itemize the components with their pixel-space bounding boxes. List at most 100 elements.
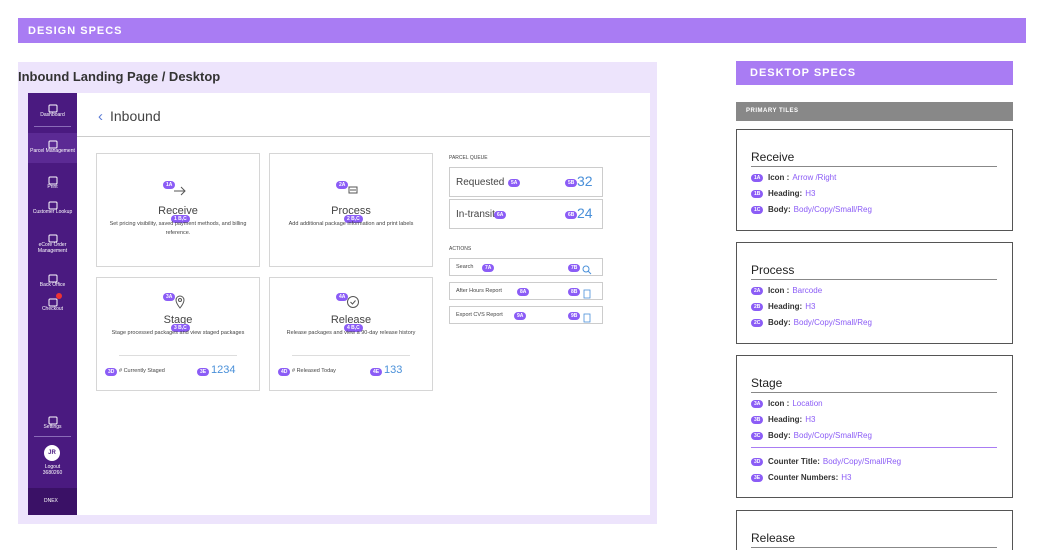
- sidebar-item[interactable]: Customer Lookup: [28, 198, 77, 222]
- badge: 3D: [105, 368, 118, 376]
- spec-label: Body: Body/Copy/Small/Reg: [768, 431, 872, 440]
- spec-card: Receive 1A Icon : Arrow /Right 1B Heading: H3 1…: [736, 129, 1013, 231]
- tile-heading: Release: [330, 314, 372, 326]
- user-avatar[interactable]: JR: [44, 445, 60, 461]
- action-item[interactable]: Export CVS Report 9A 9B: [449, 306, 603, 324]
- action-label: Export CVS Report: [456, 312, 503, 318]
- desktop-specs-bar: DESKTOP SPECS: [736, 61, 1013, 85]
- sidebar-item[interactable]: Print: [28, 173, 77, 197]
- spec-value: Arrow /Right: [792, 173, 837, 182]
- badge: 3E: [197, 368, 210, 376]
- badge: 4A: [336, 293, 349, 301]
- badge: 3 B,C: [171, 324, 190, 332]
- sidebar-item[interactable]: Back Office: [28, 271, 77, 295]
- spec-value: H3: [805, 415, 816, 424]
- sidebar-item[interactable]: Settings: [28, 413, 77, 437]
- logout-label[interactable]: Logout: [44, 464, 61, 470]
- tile[interactable]: 2A Process 2 B,C Add additional package inf…: [269, 153, 433, 267]
- sidebar-item[interactable]: Dashboard: [28, 101, 77, 125]
- queue-label: In-transit: [456, 209, 495, 220]
- badge: 1A: [163, 181, 176, 189]
- back-button[interactable]: ‹: [98, 108, 103, 125]
- badge: 2B: [751, 303, 764, 311]
- badge: 4E: [370, 368, 383, 376]
- spec-value: H3: [841, 473, 852, 482]
- sidebar-label: Dashboard: [40, 112, 65, 118]
- badge: 1 B,C: [171, 215, 190, 223]
- counter-title: # Currently Staged: [119, 368, 165, 374]
- action-item[interactable]: After Hours Report 8A 8B: [449, 282, 603, 300]
- badge: 3A: [163, 293, 176, 301]
- sidebar-label: Checkout: [41, 306, 64, 312]
- tile[interactable]: 1A Receive 1 B,C Set pricing visibility, sa…: [96, 153, 260, 267]
- icon: [173, 295, 187, 309]
- spec-card: Stage 3A Icon : Location 3B Heading: H3 3C Body:…: [736, 355, 1013, 498]
- badge: 6A: [494, 211, 507, 219]
- section-bar: PRIMARY TILES: [736, 102, 1013, 121]
- sidebar-item[interactable]: eCore Order Management: [28, 231, 77, 255]
- spec-heading: Release: [751, 531, 796, 545]
- badge: 2A: [336, 181, 349, 189]
- badge: 8B: [568, 288, 581, 296]
- spec-underline: [751, 166, 997, 167]
- main-header-line: [77, 136, 650, 137]
- icon: [48, 295, 62, 309]
- spec-value: Location: [792, 399, 823, 408]
- icon: [48, 137, 62, 151]
- tile-body: Stage processed packages and view staged…: [111, 330, 245, 336]
- spec-label: Counter Title: Body/Copy/Small/Reg: [768, 457, 902, 466]
- badge: 2 B,C: [344, 215, 363, 223]
- badge: 1C: [751, 206, 764, 214]
- tile-body: Add additional package information and p…: [288, 221, 414, 227]
- spec-divider: [751, 447, 997, 448]
- desktop-specs-title: DESKTOP SPECS: [750, 67, 857, 79]
- badge: 4D: [278, 368, 291, 376]
- badge: 1A: [751, 174, 764, 182]
- user-id: 3680260: [42, 470, 63, 476]
- spec-label: Icon : Location: [768, 399, 823, 408]
- icon: [48, 173, 62, 187]
- sidebar-item[interactable]: Parcel Management: [28, 133, 77, 163]
- counter-value: 1234: [211, 364, 236, 376]
- badge: 3C: [751, 432, 764, 440]
- spec-heading: Process: [751, 263, 795, 277]
- design-specs-bar: DESIGN SPECS: [18, 18, 1026, 43]
- design-specs-title: DESIGN SPECS: [28, 25, 123, 37]
- tile[interactable]: 4A Release 4 B,C Release packages and view …: [269, 277, 433, 391]
- action-icon: [582, 286, 596, 300]
- counter-title: # Released Today: [292, 368, 336, 374]
- spec-value: Body/Copy/Small/Reg: [793, 205, 872, 214]
- action-item[interactable]: Search 7A 7B: [449, 258, 603, 276]
- badge: 3D: [751, 458, 764, 466]
- sidebar-item[interactable]: Checkout: [28, 295, 77, 319]
- badge: 4 B,C: [344, 324, 363, 332]
- queue-item[interactable]: In-transit 6A 6B 24: [449, 199, 603, 229]
- spec-label: Counter Numbers: H3: [768, 473, 852, 482]
- spec-value: Barcode: [792, 286, 823, 295]
- action-label: After Hours Report: [456, 288, 502, 294]
- spec-heading: Receive: [751, 150, 795, 164]
- spec-underline: [751, 547, 997, 548]
- footer-label: DNEX: [44, 498, 58, 504]
- spec-label: Body: Body/Copy/Small/Reg: [768, 318, 872, 327]
- badge: 6B: [565, 211, 578, 219]
- spec-value: Body/Copy/Small/Reg: [822, 457, 902, 466]
- badge: 7B: [568, 264, 581, 272]
- spec-label: Icon : Barcode: [768, 286, 823, 295]
- tile[interactable]: 3A Stage 3 B,C Stage processed packages and…: [96, 277, 260, 391]
- spec-card: Process 2A Icon : Barcode 2B Heading: H3 2C Body…: [736, 242, 1013, 344]
- badge: 9A: [514, 312, 527, 320]
- spec-label: Heading: H3: [768, 189, 816, 198]
- spec-underline: [751, 279, 997, 280]
- icon: [346, 183, 360, 197]
- queue-item[interactable]: Requested 5A 5B 32: [449, 167, 603, 197]
- section-title: PRIMARY TILES: [746, 108, 799, 114]
- spec-value: Body/Copy/Small/Reg: [793, 318, 872, 327]
- sidebar: Dashboard Parcel Management Print Customer …: [28, 93, 77, 515]
- tile-heading: Stage: [163, 314, 193, 326]
- icon: [48, 101, 62, 115]
- queue-count: 24: [577, 205, 593, 221]
- icon: [346, 295, 360, 309]
- sidebar-divider: [34, 126, 71, 127]
- badge: 8A: [517, 288, 530, 296]
